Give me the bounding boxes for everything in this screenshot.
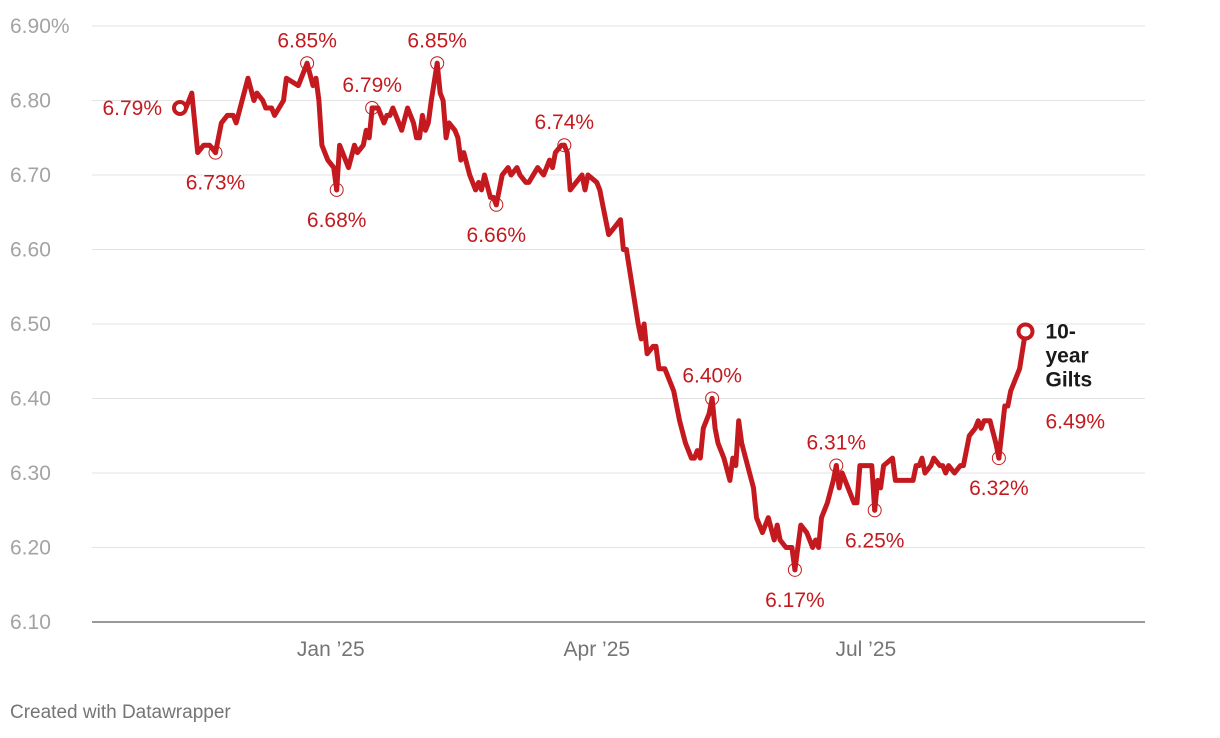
annotation-label: 6.31%	[807, 432, 867, 455]
start-point-marker	[172, 99, 188, 116]
annotation-label: 6.25%	[845, 529, 905, 552]
annotation-ring	[991, 451, 1006, 466]
annotation-dot	[792, 567, 798, 573]
annotation-dot	[369, 105, 375, 111]
series-name-label: Gilts	[1045, 368, 1092, 391]
annotation-dot	[561, 142, 567, 148]
x-tick-label: Jan ’25	[297, 638, 365, 661]
annotation-dot	[434, 60, 440, 66]
annotation-ring	[557, 138, 572, 153]
credit-text: Created with Datawrapper	[10, 702, 231, 723]
y-tick-label: 6.30	[10, 462, 51, 485]
annotation-dot	[872, 507, 878, 513]
annotation-label: 6.32%	[969, 477, 1029, 500]
x-tick-label: Jul ’25	[835, 638, 896, 661]
end-point-marker	[1016, 322, 1035, 341]
annotation-ring	[300, 56, 315, 71]
annotation-label: 6.85%	[407, 29, 467, 52]
y-tick-label: 6.90%	[10, 15, 70, 38]
annotation-label: 6.73%	[186, 172, 246, 195]
annotation-ring	[705, 391, 720, 406]
annotation-label: 6.68%	[307, 209, 367, 232]
y-tick-label: 6.20	[10, 537, 51, 560]
annotation-labels: 6.79%6.73%6.85%6.68%6.79%6.85%6.66%6.74%…	[102, 29, 1028, 612]
annotation-ring	[365, 100, 380, 115]
annotation-dot	[996, 455, 1002, 461]
x-axis: Jan ’25 Apr ’25 Jul ’25	[297, 638, 896, 661]
gridlines	[92, 25, 1145, 623]
annotation-label: 6.79%	[342, 74, 402, 97]
series-line	[177, 60, 1028, 573]
annotation-label: 6.40%	[682, 365, 742, 388]
annotation-ring	[430, 56, 445, 71]
annotation-dot	[304, 60, 310, 66]
annotation-dot	[212, 150, 218, 156]
series-end-value: 6.49%	[1045, 410, 1105, 433]
y-tick-label: 6.50	[10, 313, 51, 336]
x-tick-label: Apr ’25	[564, 638, 631, 661]
series-lines	[177, 60, 1028, 573]
annotation-label: 6.17%	[765, 589, 825, 612]
y-tick-label: 6.60	[10, 239, 51, 262]
series-name-label: 10-	[1045, 320, 1075, 343]
annotation-dot	[493, 202, 499, 208]
y-axis: 6.90% 6.80 6.70 6.60 6.50 6.40 6.30 6.20 6.10	[10, 15, 70, 634]
annotation-ring	[867, 503, 882, 518]
annotation-dot	[709, 396, 715, 401]
y-tick-label: 6.80	[10, 90, 51, 113]
annotation-label: 6.74%	[535, 111, 595, 134]
annotation-ring	[208, 145, 223, 160]
annotation-dot	[833, 463, 839, 469]
annotation-label: 6.66%	[467, 224, 527, 247]
annotation-ring	[787, 562, 802, 577]
annotation-ring	[329, 182, 344, 197]
annotation-markers	[172, 56, 1035, 577]
annotation-label: 6.85%	[277, 29, 337, 52]
y-tick-label: 6.70	[10, 164, 51, 187]
y-tick-label: 6.10	[10, 611, 51, 634]
series-name-label: year	[1045, 344, 1088, 367]
y-tick-label: 6.40	[10, 388, 51, 411]
annotation-ring	[489, 197, 504, 212]
annotation-ring	[829, 458, 844, 473]
annotation-dot	[334, 187, 340, 193]
annotation-label: 6.79%	[102, 97, 162, 120]
